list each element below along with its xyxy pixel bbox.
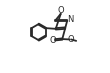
Text: O: O (68, 35, 75, 44)
Text: N: N (67, 15, 73, 24)
Text: O: O (50, 36, 56, 45)
Text: O: O (57, 6, 64, 15)
